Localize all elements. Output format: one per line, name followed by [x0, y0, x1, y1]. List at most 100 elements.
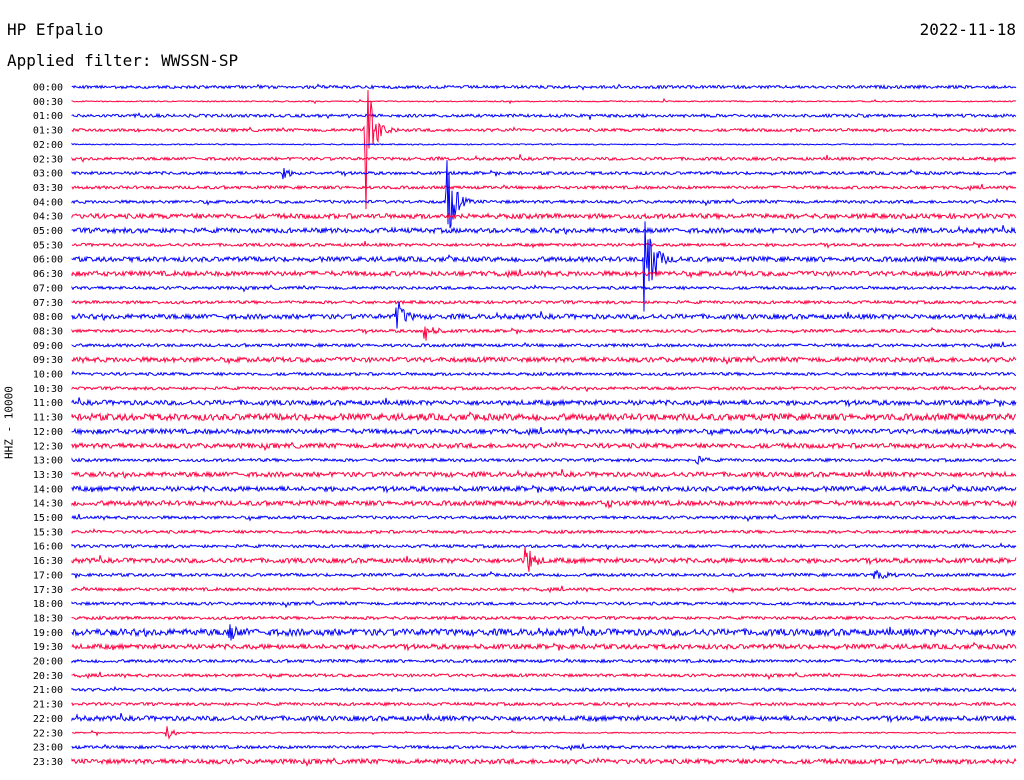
trace-row: [71, 160, 1017, 229]
row-time-label: 02:00: [33, 140, 63, 151]
trace-row: [71, 498, 1017, 510]
trace-row: [71, 154, 1017, 163]
row-time-label: 21:30: [33, 700, 63, 711]
trace-row: [71, 225, 1017, 236]
row-time-label: 10:00: [33, 370, 63, 381]
trace-row: [71, 183, 1017, 192]
row-tick-labels: 00:00 00:30 01:00 01:30 02:00 02:30 03:00 03:30…: [33, 83, 63, 768]
row-time-label: 23:30: [33, 757, 63, 768]
row-time-label: 03:00: [33, 169, 63, 180]
trace-row: [71, 455, 1017, 465]
row-time-label: 02:30: [33, 154, 63, 165]
row-time-label: 04:30: [33, 212, 63, 223]
trace-row: [71, 513, 1017, 523]
trace-row: [71, 112, 1017, 120]
row-time-label: 04:00: [33, 197, 63, 208]
trace-row: [71, 221, 1017, 312]
row-time-label: 14:30: [33, 499, 63, 510]
trace-row: [71, 326, 1017, 341]
row-time-label: 20:30: [33, 671, 63, 682]
row-time-label: 07:30: [33, 298, 63, 309]
row-time-label: 05:00: [33, 226, 63, 237]
trace-row: [71, 142, 1017, 146]
row-time-label: 14:00: [33, 484, 63, 495]
trace-row: [71, 468, 1017, 480]
trace-row: [71, 756, 1017, 767]
trace-row: [71, 240, 1017, 249]
row-time-label: 00:00: [33, 83, 63, 94]
filter-label: Applied filter: WWSSN-SP: [7, 51, 239, 70]
row-time-label: 22:30: [33, 728, 63, 739]
row-time-label: 18:00: [33, 599, 63, 610]
row-time-label: 12:00: [33, 427, 63, 438]
trace-row: [71, 569, 1017, 580]
trace-row: [71, 211, 1017, 221]
row-time-label: 00:30: [33, 97, 63, 108]
trace-row: [71, 301, 1017, 329]
trace-row: [71, 341, 1017, 350]
row-time-label: 22:00: [33, 714, 63, 725]
trace-row: [71, 284, 1017, 293]
row-time-label: 12:30: [33, 441, 63, 452]
row-time-label: 08:00: [33, 312, 63, 323]
trace-row: [71, 83, 1017, 91]
row-time-label: 17:00: [33, 570, 63, 581]
trace-row: [71, 685, 1017, 693]
row-time-label: 21:00: [33, 685, 63, 696]
trace-row: [71, 411, 1017, 423]
row-time-label: 10:30: [33, 384, 63, 395]
trace-row: [71, 269, 1017, 279]
row-time-label: 03:30: [33, 183, 63, 194]
trace-row: [71, 426, 1017, 437]
row-time-label: 15:30: [33, 527, 63, 538]
trace-row: [71, 743, 1017, 752]
trace-row: [71, 542, 1017, 551]
trace-row: [71, 712, 1017, 724]
row-time-label: 01:00: [33, 111, 63, 122]
station-title: HP Efpalio: [7, 20, 104, 39]
row-time-label: 16:30: [33, 556, 63, 567]
row-time-label: 09:30: [33, 355, 63, 366]
row-time-label: 15:00: [33, 513, 63, 524]
trace-row: [71, 97, 1017, 105]
trace-row: [71, 167, 1017, 180]
row-time-label: 19:00: [33, 628, 63, 639]
row-time-label: 06:30: [33, 269, 63, 280]
row-time-label: 13:00: [33, 456, 63, 467]
row-time-label: 16:00: [33, 542, 63, 553]
trace-row: [71, 370, 1016, 377]
row-time-label: 09:00: [33, 341, 63, 352]
row-time-label: 20:00: [33, 657, 63, 668]
trace-row: [71, 614, 1017, 621]
row-time-label: 08:30: [33, 326, 63, 337]
trace-row: [71, 701, 1016, 709]
trace-row: [71, 657, 1017, 664]
trace-row: [71, 441, 1017, 452]
row-time-label: 11:00: [33, 398, 63, 409]
trace-row: [71, 355, 1017, 366]
date-label: 2022-11-18: [919, 20, 1016, 39]
row-time-label: 05:30: [33, 240, 63, 251]
trace-row: [71, 726, 1017, 740]
trace-row: [71, 299, 1017, 306]
trace-row: [71, 384, 1017, 393]
trace-row: [71, 641, 1017, 652]
trace-row: [71, 671, 1017, 681]
trace-row: [71, 483, 1017, 494]
trace-row: [71, 90, 1017, 210]
trace-row: [71, 546, 1017, 572]
row-time-label: 01:30: [33, 126, 63, 137]
row-time-label: 13:30: [33, 470, 63, 481]
row-time-label: 19:30: [33, 642, 63, 653]
trace-row: [71, 397, 1017, 408]
seismic-traces: [71, 83, 1017, 767]
row-time-label: 18:30: [33, 613, 63, 624]
trace-row: [71, 624, 1017, 641]
row-time-label: 11:30: [33, 413, 63, 424]
row-time-label: 07:00: [33, 283, 63, 294]
row-time-label: 23:00: [33, 743, 63, 754]
trace-row: [71, 585, 1017, 594]
row-time-label: 17:30: [33, 585, 63, 596]
trace-row: [71, 527, 1017, 535]
